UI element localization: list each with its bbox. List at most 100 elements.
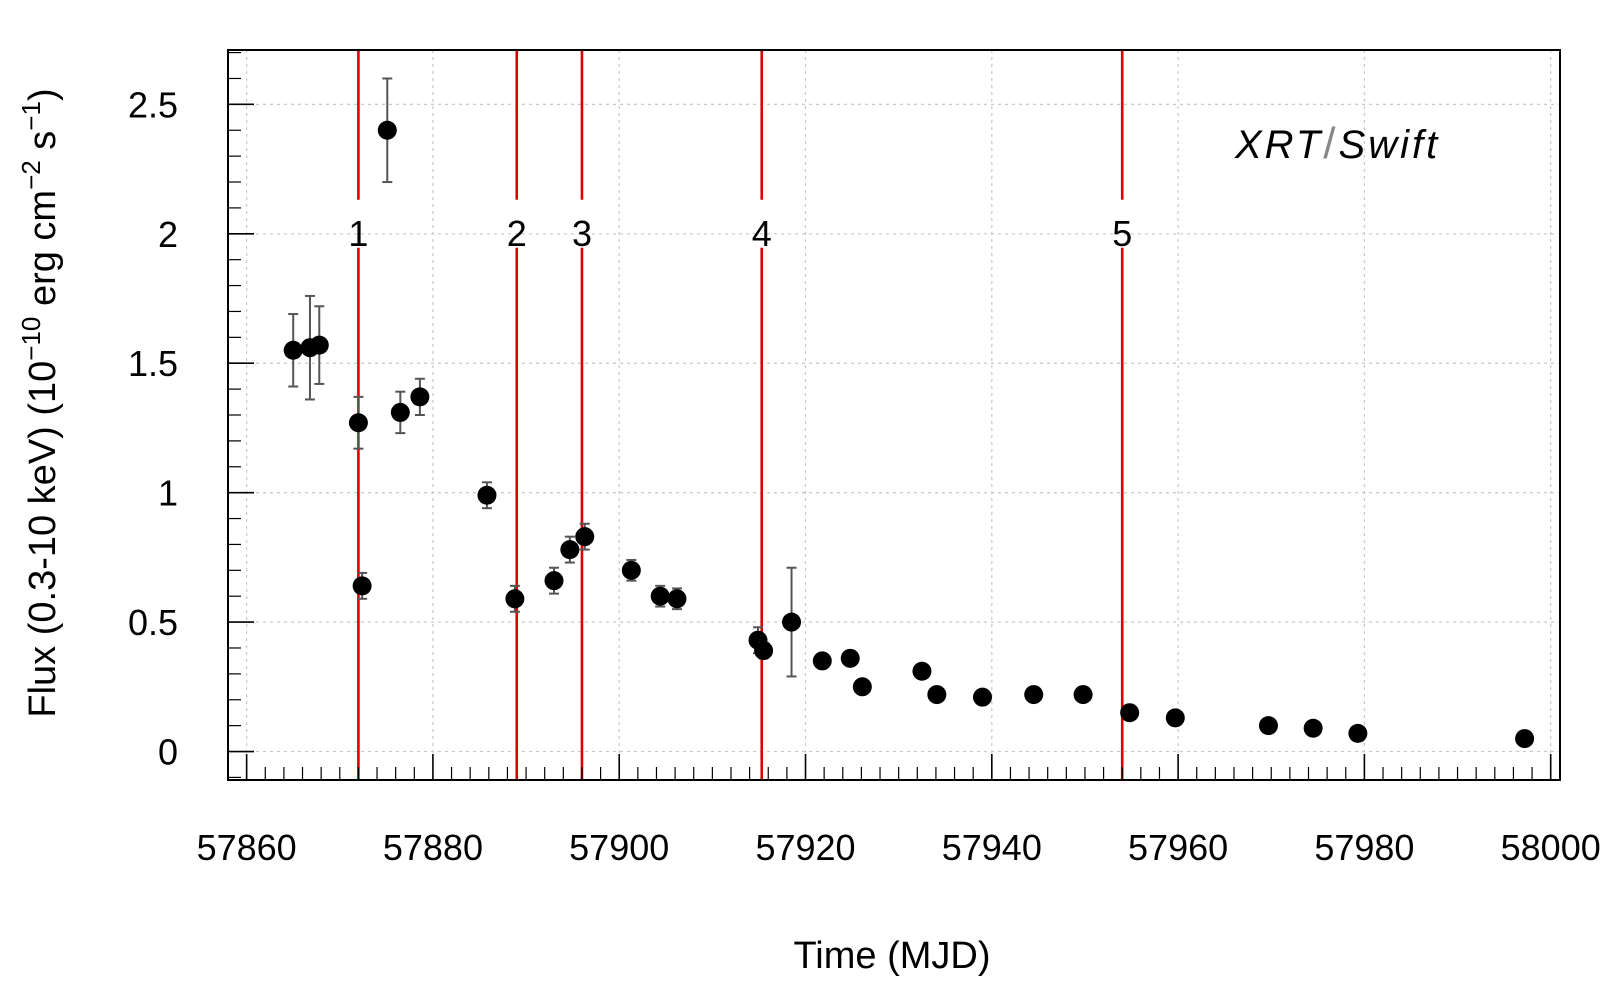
data-point-7: [410, 377, 430, 416]
point-marker: [912, 661, 932, 681]
y-title-mid: erg cm: [22, 190, 64, 317]
data-point-26: [1073, 685, 1093, 705]
data-point-22: [912, 661, 932, 681]
y-tick-label-5: 2.5: [128, 84, 178, 125]
point-marker: [1515, 729, 1535, 749]
point-marker: [348, 413, 368, 433]
point-marker: [1165, 708, 1185, 728]
data-point-29: [1258, 716, 1278, 736]
data-point-24: [972, 687, 992, 707]
instrument-annotation: XRT/Swift: [1234, 119, 1440, 168]
point-marker: [477, 485, 497, 505]
point-marker: [927, 685, 947, 705]
epoch-label-5: 5: [1112, 213, 1132, 254]
y-tick-label-0: 0: [158, 732, 178, 773]
data-point-0: [283, 313, 303, 388]
point-marker: [667, 589, 687, 609]
point-marker: [812, 651, 832, 671]
point-marker: [852, 677, 872, 697]
point-marker: [972, 687, 992, 707]
x-tick-label-1: 57880: [383, 827, 483, 868]
y-title-mid2: s: [22, 131, 64, 161]
point-marker: [352, 576, 372, 596]
point-marker: [283, 340, 303, 360]
y-title-exp2: −2: [16, 160, 46, 190]
data-points: [283, 77, 1535, 749]
point-marker: [621, 560, 641, 580]
y-tick-label-4: 2: [158, 214, 178, 255]
point-marker: [390, 402, 410, 422]
y-axis-title: Flux (0.3-10 keV) (10−10 erg cm−2 s−1): [16, 88, 64, 717]
x-axis-title: Time (MJD): [794, 935, 991, 977]
x-tick-label-5: 57960: [1128, 827, 1228, 868]
data-point-25: [1024, 685, 1044, 705]
point-marker: [1120, 703, 1140, 723]
point-marker: [1303, 718, 1323, 738]
data-point-18: [782, 566, 802, 678]
data-point-23: [927, 685, 947, 705]
epoch-label-3: 3: [572, 213, 592, 254]
data-point-4: [352, 571, 372, 600]
point-marker: [410, 387, 430, 407]
point-marker: [1258, 716, 1278, 736]
point-marker: [1073, 685, 1093, 705]
data-point-19: [812, 651, 832, 671]
x-tick-label-7: 58000: [1501, 827, 1600, 868]
data-point-10: [544, 566, 564, 595]
epoch-label-2: 2: [507, 213, 527, 254]
data-point-5: [377, 77, 397, 184]
data-point-11: [560, 535, 580, 564]
point-marker: [782, 612, 802, 632]
x-tick-label-4: 57940: [942, 827, 1042, 868]
data-point-8: [477, 481, 497, 510]
data-point-3: [348, 395, 368, 450]
epoch-markers: 1 2 3 4 5: [348, 50, 1132, 780]
x-tick-label-6: 57980: [1314, 827, 1414, 868]
point-marker: [575, 527, 595, 547]
point-marker: [840, 648, 860, 668]
data-point-32: [1515, 729, 1535, 749]
data-point-31: [1348, 723, 1368, 743]
y-tick-label-1: 0.5: [128, 602, 178, 643]
point-marker: [505, 589, 525, 609]
point-marker: [1024, 685, 1044, 705]
data-point-17: [754, 641, 774, 661]
x-tick-label-0: 57860: [197, 827, 297, 868]
point-marker: [650, 586, 670, 606]
data-point-27: [1120, 703, 1140, 723]
data-point-20: [840, 648, 860, 668]
y-title-suffix: ): [22, 88, 64, 101]
annotation-part1: XRT: [1234, 123, 1323, 167]
x-tick-label-2: 57900: [569, 827, 669, 868]
y-title-prefix: Flux (0.3-10 keV) (10: [22, 361, 64, 718]
data-point-13: [621, 558, 641, 582]
y-tick-label-2: 1: [158, 473, 178, 514]
point-marker: [377, 120, 397, 140]
y-title-exp1: −10: [16, 317, 46, 361]
annotation-part2: Swift: [1339, 123, 1441, 167]
data-point-28: [1165, 708, 1185, 728]
y-title-exp3: −1: [16, 101, 46, 131]
data-point-14: [650, 584, 670, 608]
data-point-6: [390, 390, 410, 435]
data-point-21: [852, 677, 872, 697]
grid-lines: [228, 50, 1560, 780]
epoch-label-1: 1: [348, 213, 368, 254]
axis-ticks: [227, 51, 1552, 780]
x-tick-label-3: 57920: [755, 827, 855, 868]
point-marker: [309, 335, 329, 355]
tick-labels: 57860 57880 57900 57920 57940 57960 57980 58000…: [128, 84, 1600, 868]
point-marker: [1348, 723, 1368, 743]
data-point-30: [1303, 718, 1323, 738]
epoch-label-4: 4: [752, 213, 772, 254]
annotation-sep: /: [1323, 119, 1338, 168]
data-point-2: [309, 305, 329, 385]
y-tick-label-3: 1.5: [128, 343, 178, 384]
data-point-9: [505, 584, 525, 613]
data-point-12: [575, 522, 595, 551]
point-marker: [544, 571, 564, 591]
data-point-15: [667, 587, 687, 611]
point-marker: [754, 641, 774, 661]
point-marker: [560, 540, 580, 560]
